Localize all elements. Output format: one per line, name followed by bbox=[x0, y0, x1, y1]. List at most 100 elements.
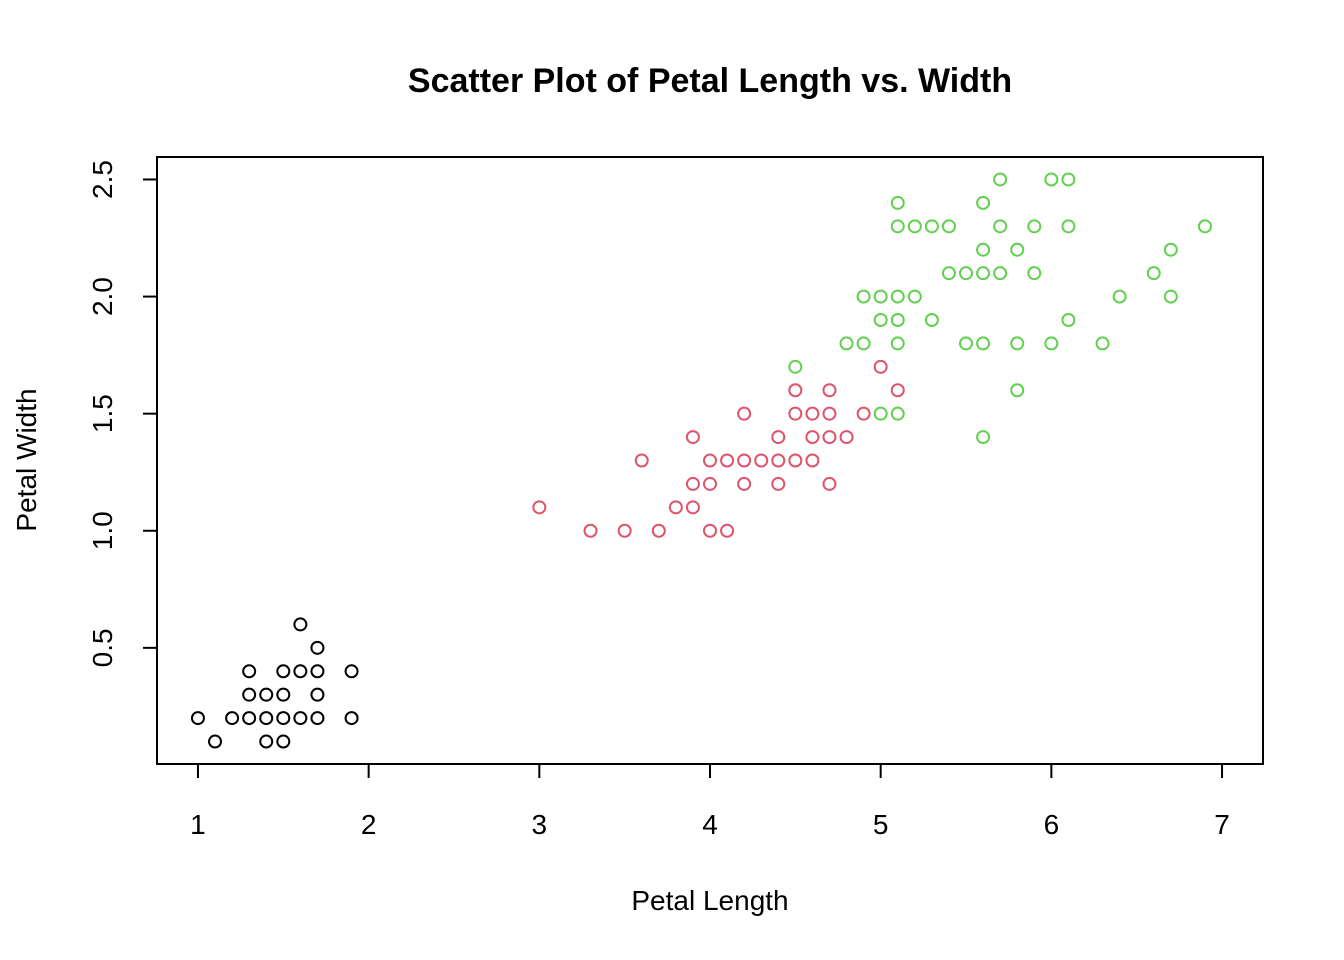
x-axis: 1 2 3 4 5 6 7 bbox=[190, 763, 1230, 840]
data-point bbox=[225, 711, 240, 726]
y-tick-label: 1.5 bbox=[87, 394, 118, 433]
data-point bbox=[1061, 219, 1076, 234]
data-point bbox=[993, 172, 1008, 187]
data-point bbox=[890, 289, 905, 304]
data-point bbox=[1095, 336, 1110, 351]
data-point bbox=[976, 242, 991, 257]
data-point bbox=[293, 617, 308, 632]
data-point bbox=[805, 453, 820, 468]
data-point bbox=[208, 734, 223, 749]
data-point bbox=[873, 406, 888, 421]
data-point bbox=[310, 640, 325, 655]
data-point bbox=[276, 687, 291, 702]
data-point bbox=[890, 195, 905, 210]
data-point bbox=[1163, 242, 1178, 257]
data-point bbox=[839, 430, 854, 445]
data-point bbox=[822, 430, 837, 445]
x-tick-label: 2 bbox=[361, 809, 377, 840]
data-point bbox=[737, 453, 752, 468]
data-point bbox=[890, 336, 905, 351]
x-tick-label: 4 bbox=[702, 809, 718, 840]
data-point bbox=[634, 453, 649, 468]
data-point bbox=[1061, 172, 1076, 187]
data-point bbox=[190, 711, 205, 726]
data-point bbox=[276, 734, 291, 749]
data-point bbox=[890, 406, 905, 421]
data-point bbox=[976, 430, 991, 445]
data-point bbox=[941, 266, 956, 281]
data-point bbox=[976, 336, 991, 351]
data-point bbox=[1044, 172, 1059, 187]
data-points bbox=[190, 172, 1212, 749]
y-tick-label: 2.5 bbox=[87, 160, 118, 199]
data-point bbox=[583, 523, 598, 538]
data-point bbox=[907, 219, 922, 234]
data-point bbox=[242, 711, 257, 726]
data-point bbox=[839, 336, 854, 351]
data-point bbox=[276, 711, 291, 726]
data-point bbox=[1010, 242, 1025, 257]
data-point bbox=[788, 453, 803, 468]
data-point bbox=[276, 664, 291, 679]
y-tick-label: 1.0 bbox=[87, 511, 118, 550]
data-point bbox=[976, 266, 991, 281]
data-point bbox=[310, 711, 325, 726]
data-point bbox=[532, 500, 547, 515]
data-point bbox=[771, 476, 786, 491]
data-point bbox=[1010, 336, 1025, 351]
data-point bbox=[1163, 289, 1178, 304]
data-point bbox=[873, 359, 888, 374]
data-point bbox=[651, 523, 666, 538]
data-point bbox=[924, 312, 939, 327]
data-point bbox=[993, 266, 1008, 281]
data-point bbox=[805, 430, 820, 445]
data-point bbox=[1027, 219, 1042, 234]
data-point bbox=[293, 711, 308, 726]
data-point bbox=[1146, 266, 1161, 281]
data-point bbox=[959, 266, 974, 281]
data-point bbox=[293, 664, 308, 679]
y-axis-label: Petal Width bbox=[11, 388, 42, 531]
data-point bbox=[737, 406, 752, 421]
data-point bbox=[924, 219, 939, 234]
data-point bbox=[822, 383, 837, 398]
data-point bbox=[856, 406, 871, 421]
data-point bbox=[242, 664, 257, 679]
data-point bbox=[737, 476, 752, 491]
data-point bbox=[668, 500, 683, 515]
data-point bbox=[771, 430, 786, 445]
x-tick-label: 5 bbox=[873, 809, 889, 840]
data-point bbox=[993, 219, 1008, 234]
data-point bbox=[771, 453, 786, 468]
data-point bbox=[873, 312, 888, 327]
data-point bbox=[805, 406, 820, 421]
x-tick-label: 3 bbox=[532, 809, 548, 840]
data-point bbox=[685, 476, 700, 491]
data-point bbox=[941, 219, 956, 234]
chart-title: Scatter Plot of Petal Length vs. Width bbox=[408, 62, 1012, 100]
data-point bbox=[873, 289, 888, 304]
data-point bbox=[788, 359, 803, 374]
y-tick-label: 0.5 bbox=[87, 628, 118, 667]
data-point bbox=[344, 664, 359, 679]
data-point bbox=[976, 195, 991, 210]
data-point bbox=[242, 687, 257, 702]
data-point bbox=[822, 476, 837, 491]
data-point bbox=[259, 687, 274, 702]
data-point bbox=[617, 523, 632, 538]
data-point bbox=[890, 383, 905, 398]
y-axis: 0.5 1.0 1.5 2.0 2.5 bbox=[87, 160, 158, 667]
data-point bbox=[720, 453, 735, 468]
x-tick-label: 6 bbox=[1044, 809, 1060, 840]
data-point bbox=[1044, 336, 1059, 351]
data-point bbox=[703, 453, 717, 468]
y-tick-label: 2.0 bbox=[87, 277, 118, 316]
data-point bbox=[907, 289, 922, 304]
data-point bbox=[788, 383, 803, 398]
data-point bbox=[720, 523, 735, 538]
data-point bbox=[890, 312, 905, 327]
data-point bbox=[856, 336, 871, 351]
x-axis-label: Petal Length bbox=[631, 885, 788, 916]
data-point bbox=[1197, 219, 1212, 234]
